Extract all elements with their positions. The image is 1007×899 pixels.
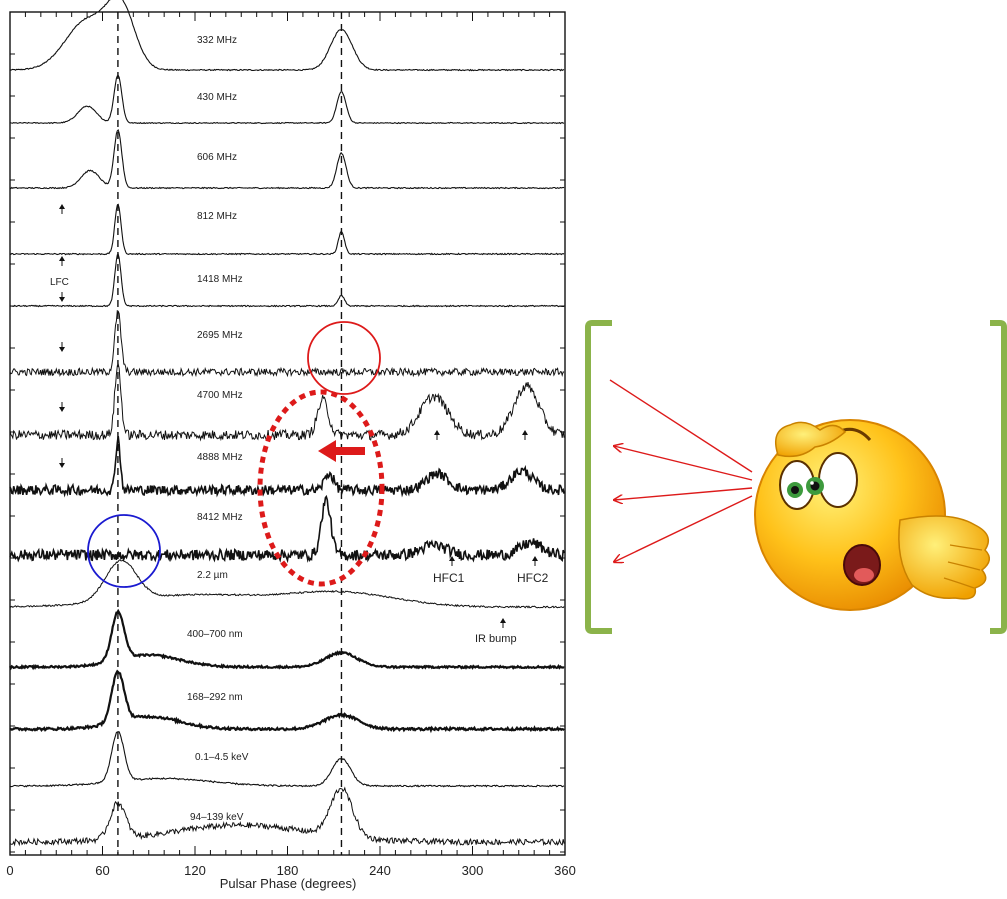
trace-6 <box>9 310 565 378</box>
trace-label-13: 0.1–4.5 keV <box>195 752 249 763</box>
annotation-hfc2: HFC2 <box>517 571 549 585</box>
trace-3 <box>9 128 565 190</box>
annotation-ir-bump: IR bump <box>475 633 517 645</box>
x-tick-label: 360 <box>554 863 576 878</box>
lfc-up-arrow-1418 <box>59 256 65 266</box>
trace-label-10: 2.2 µm <box>197 570 228 581</box>
trace-label-6: 2695 MHz <box>197 330 243 341</box>
trace-13 <box>9 731 565 788</box>
sight-lines <box>609 379 753 562</box>
lfc-down-arrow-1418 <box>59 292 65 302</box>
right-bracket <box>990 320 1007 634</box>
x-axis-title: Pulsar Phase (degrees) <box>220 876 357 891</box>
hfc1-up-arrow-4700 <box>434 430 440 440</box>
trace-label-8: 4888 MHz <box>197 452 243 463</box>
trace-9 <box>9 494 565 564</box>
blue-highlight-circle <box>87 514 161 588</box>
axis-ticks <box>9 12 566 855</box>
x-tick-label: 120 <box>184 863 206 878</box>
lfc-down-arrow-2695 <box>59 342 65 352</box>
trace-4 <box>9 203 565 256</box>
red-left-arrow <box>318 440 365 462</box>
hfc2-up-arrow-8412 <box>532 556 538 566</box>
surprised-emoji-icon <box>754 419 991 611</box>
hfc1-up-arrow-8412 <box>449 556 455 566</box>
trace-label-9: 8412 MHz <box>197 512 243 523</box>
hfc2-up-arrow-4700 <box>522 430 528 440</box>
component-arrows <box>59 204 538 628</box>
trace-1 <box>9 0 565 72</box>
x-tick-labels: 0 60 120 180 240 300 360 <box>6 863 575 878</box>
traces <box>9 0 565 847</box>
red-dotted-ellipse <box>257 389 385 587</box>
trace-label-5: 1418 MHz <box>197 274 243 285</box>
trace-2 <box>9 74 565 125</box>
trace-labels: 332 MHz 430 MHz 606 MHz 812 MHz 1418 MHz 2695… <box>187 35 249 823</box>
lfc-down-arrow-4888 <box>59 458 65 468</box>
bracket-panel <box>585 320 1007 634</box>
annotation-hfc1: HFC1 <box>433 571 465 585</box>
trace-12 <box>9 669 565 734</box>
trace-7 <box>9 362 565 442</box>
trace-11 <box>9 608 565 671</box>
trace-label-4: 812 MHz <box>197 211 237 222</box>
x-tick-label: 180 <box>277 863 299 878</box>
x-tick-label: 300 <box>462 863 484 878</box>
x-tick-label: 0 <box>6 863 13 878</box>
trace-label-7: 4700 MHz <box>197 390 243 401</box>
trace-5 <box>9 253 565 308</box>
trace-label-2: 430 MHz <box>197 92 237 103</box>
red-highlight-circle <box>307 321 381 395</box>
trace-10 <box>9 559 565 609</box>
ir-bump-up-arrow <box>500 618 506 628</box>
trace-label-11: 400–700 nm <box>187 629 243 640</box>
x-tick-label: 240 <box>369 863 391 878</box>
trace-14 <box>9 786 565 847</box>
left-bracket <box>585 320 612 634</box>
trace-label-14: 94–139 keV <box>190 812 244 823</box>
lfc-down-arrow-4700 <box>59 402 65 412</box>
trace-label-3: 606 MHz <box>197 152 237 163</box>
x-tick-label: 60 <box>95 863 109 878</box>
trace-label-12: 168–292 nm <box>187 692 243 703</box>
trace-label-1: 332 MHz <box>197 35 237 46</box>
trace-8 <box>9 435 565 498</box>
lfc-up-arrow-812 <box>59 204 65 214</box>
annotation-lfc: LFC <box>50 277 69 288</box>
